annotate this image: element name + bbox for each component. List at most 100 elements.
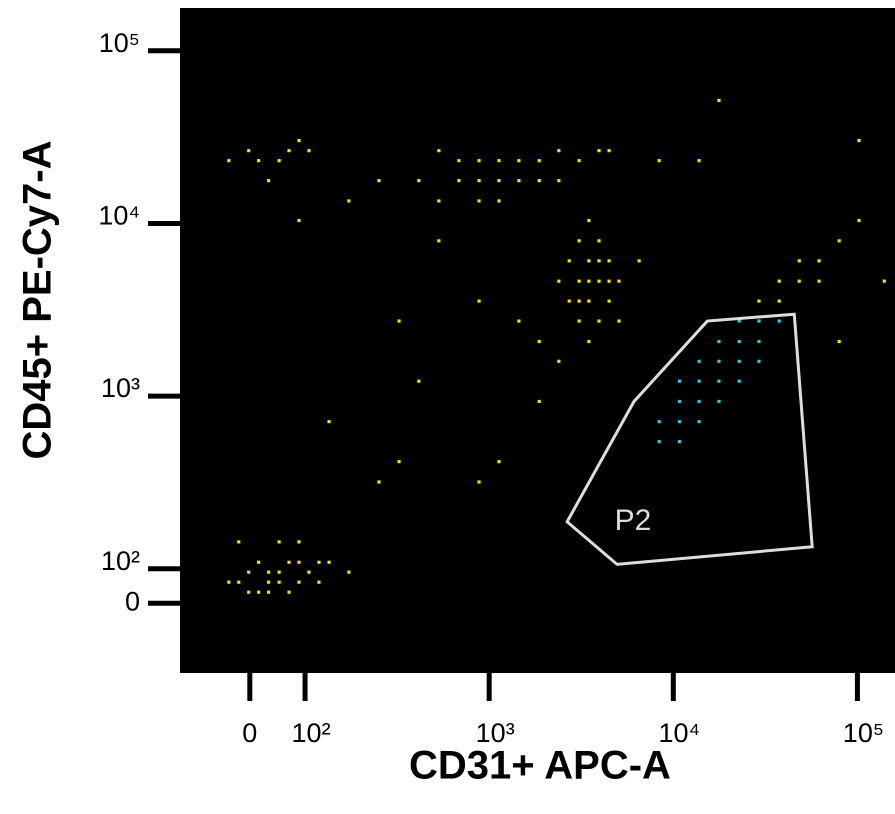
data-point: [607, 299, 611, 303]
data-point: [557, 149, 561, 153]
data-point: [757, 299, 761, 303]
x-tick-label: 0: [242, 718, 257, 748]
data-point: [297, 560, 301, 564]
y-axis-title: CD45+ PE-Cy7-A: [16, 140, 60, 459]
data-point: [577, 159, 581, 163]
data-point: [567, 259, 571, 263]
data-point: [237, 540, 241, 544]
y-tick-label: 10⁵: [99, 28, 140, 58]
y-tick-label: 10²: [101, 546, 140, 576]
data-point: [607, 279, 611, 283]
data-point: [247, 149, 251, 153]
data-point: [677, 399, 682, 404]
data-point: [497, 460, 501, 464]
data-point: [587, 339, 591, 344]
data-point: [377, 480, 381, 484]
plot-area: [180, 8, 895, 673]
data-point: [607, 259, 611, 263]
data-point: [517, 179, 521, 183]
data-point: [477, 299, 481, 303]
y-tick-label: 10⁴: [98, 201, 140, 231]
data-point: [737, 379, 741, 383]
data-point: [677, 439, 682, 444]
data-point: [557, 279, 561, 283]
data-point: [377, 179, 381, 183]
data-point: [417, 179, 421, 183]
data-point: [327, 420, 331, 424]
data-point: [617, 319, 621, 323]
data-point: [497, 199, 501, 203]
x-tick-label: 10²: [292, 718, 331, 748]
data-point: [777, 299, 781, 303]
data-point: [697, 420, 701, 424]
data-point: [287, 590, 291, 594]
data-point: [717, 359, 721, 363]
data-point: [517, 159, 521, 163]
data-point: [266, 179, 271, 183]
data-point: [417, 379, 421, 383]
data-point: [497, 159, 501, 163]
data-point: [457, 159, 461, 163]
data-point: [597, 149, 601, 153]
data-point: [557, 359, 561, 363]
data-point: [477, 480, 481, 484]
data-point: [757, 359, 761, 363]
data-point: [817, 259, 821, 263]
x-axis-title: CD31+ APC-A: [409, 744, 671, 788]
data-point: [537, 179, 541, 183]
data-point: [277, 580, 281, 584]
data-point: [817, 279, 821, 283]
x-tick-label: 10⁴: [658, 718, 700, 748]
data-point: [607, 149, 611, 153]
data-point: [297, 580, 301, 584]
data-point: [307, 570, 311, 574]
data-point: [657, 159, 661, 163]
data-point: [637, 259, 641, 263]
data-point: [287, 560, 291, 564]
data-point: [537, 399, 541, 404]
data-point: [457, 179, 461, 183]
data-point: [577, 279, 581, 283]
data-point: [697, 379, 701, 383]
data-point: [277, 570, 281, 574]
data-point: [757, 319, 761, 323]
data-point: [517, 319, 521, 323]
data-point: [597, 279, 601, 283]
data-point: [537, 339, 541, 344]
data-point: [266, 570, 271, 574]
data-point: [307, 149, 311, 153]
data-point: [497, 179, 501, 183]
data-point: [697, 359, 701, 363]
data-point: [347, 199, 351, 203]
data-point: [737, 339, 741, 344]
data-point: [397, 460, 401, 464]
gate: [565, 312, 814, 566]
data-point: [837, 239, 841, 243]
data-point: [857, 218, 861, 223]
data-point: [577, 319, 581, 323]
data-point: [287, 149, 291, 153]
data-point: [227, 159, 231, 163]
data-point: [587, 259, 591, 263]
data-point: [657, 420, 661, 424]
data-point: [597, 259, 601, 263]
data-point: [317, 560, 321, 564]
data-point: [567, 299, 571, 303]
data-point: [737, 359, 741, 363]
data-point: [797, 259, 801, 263]
data-point: [297, 218, 301, 223]
gate-label: P2: [615, 504, 652, 537]
data-point: [577, 239, 581, 243]
y-tick-label: 0: [125, 586, 140, 616]
data-point: [777, 319, 781, 323]
data-point: [297, 138, 301, 143]
data-point: [477, 159, 481, 163]
y-tick-label: 10³: [101, 373, 140, 403]
data-point: [717, 379, 721, 383]
x-tick-label: 10⁵: [843, 718, 884, 748]
data-point: [737, 319, 741, 323]
data-point: [477, 199, 481, 203]
data-point: [657, 439, 661, 444]
data-point: [397, 319, 401, 323]
